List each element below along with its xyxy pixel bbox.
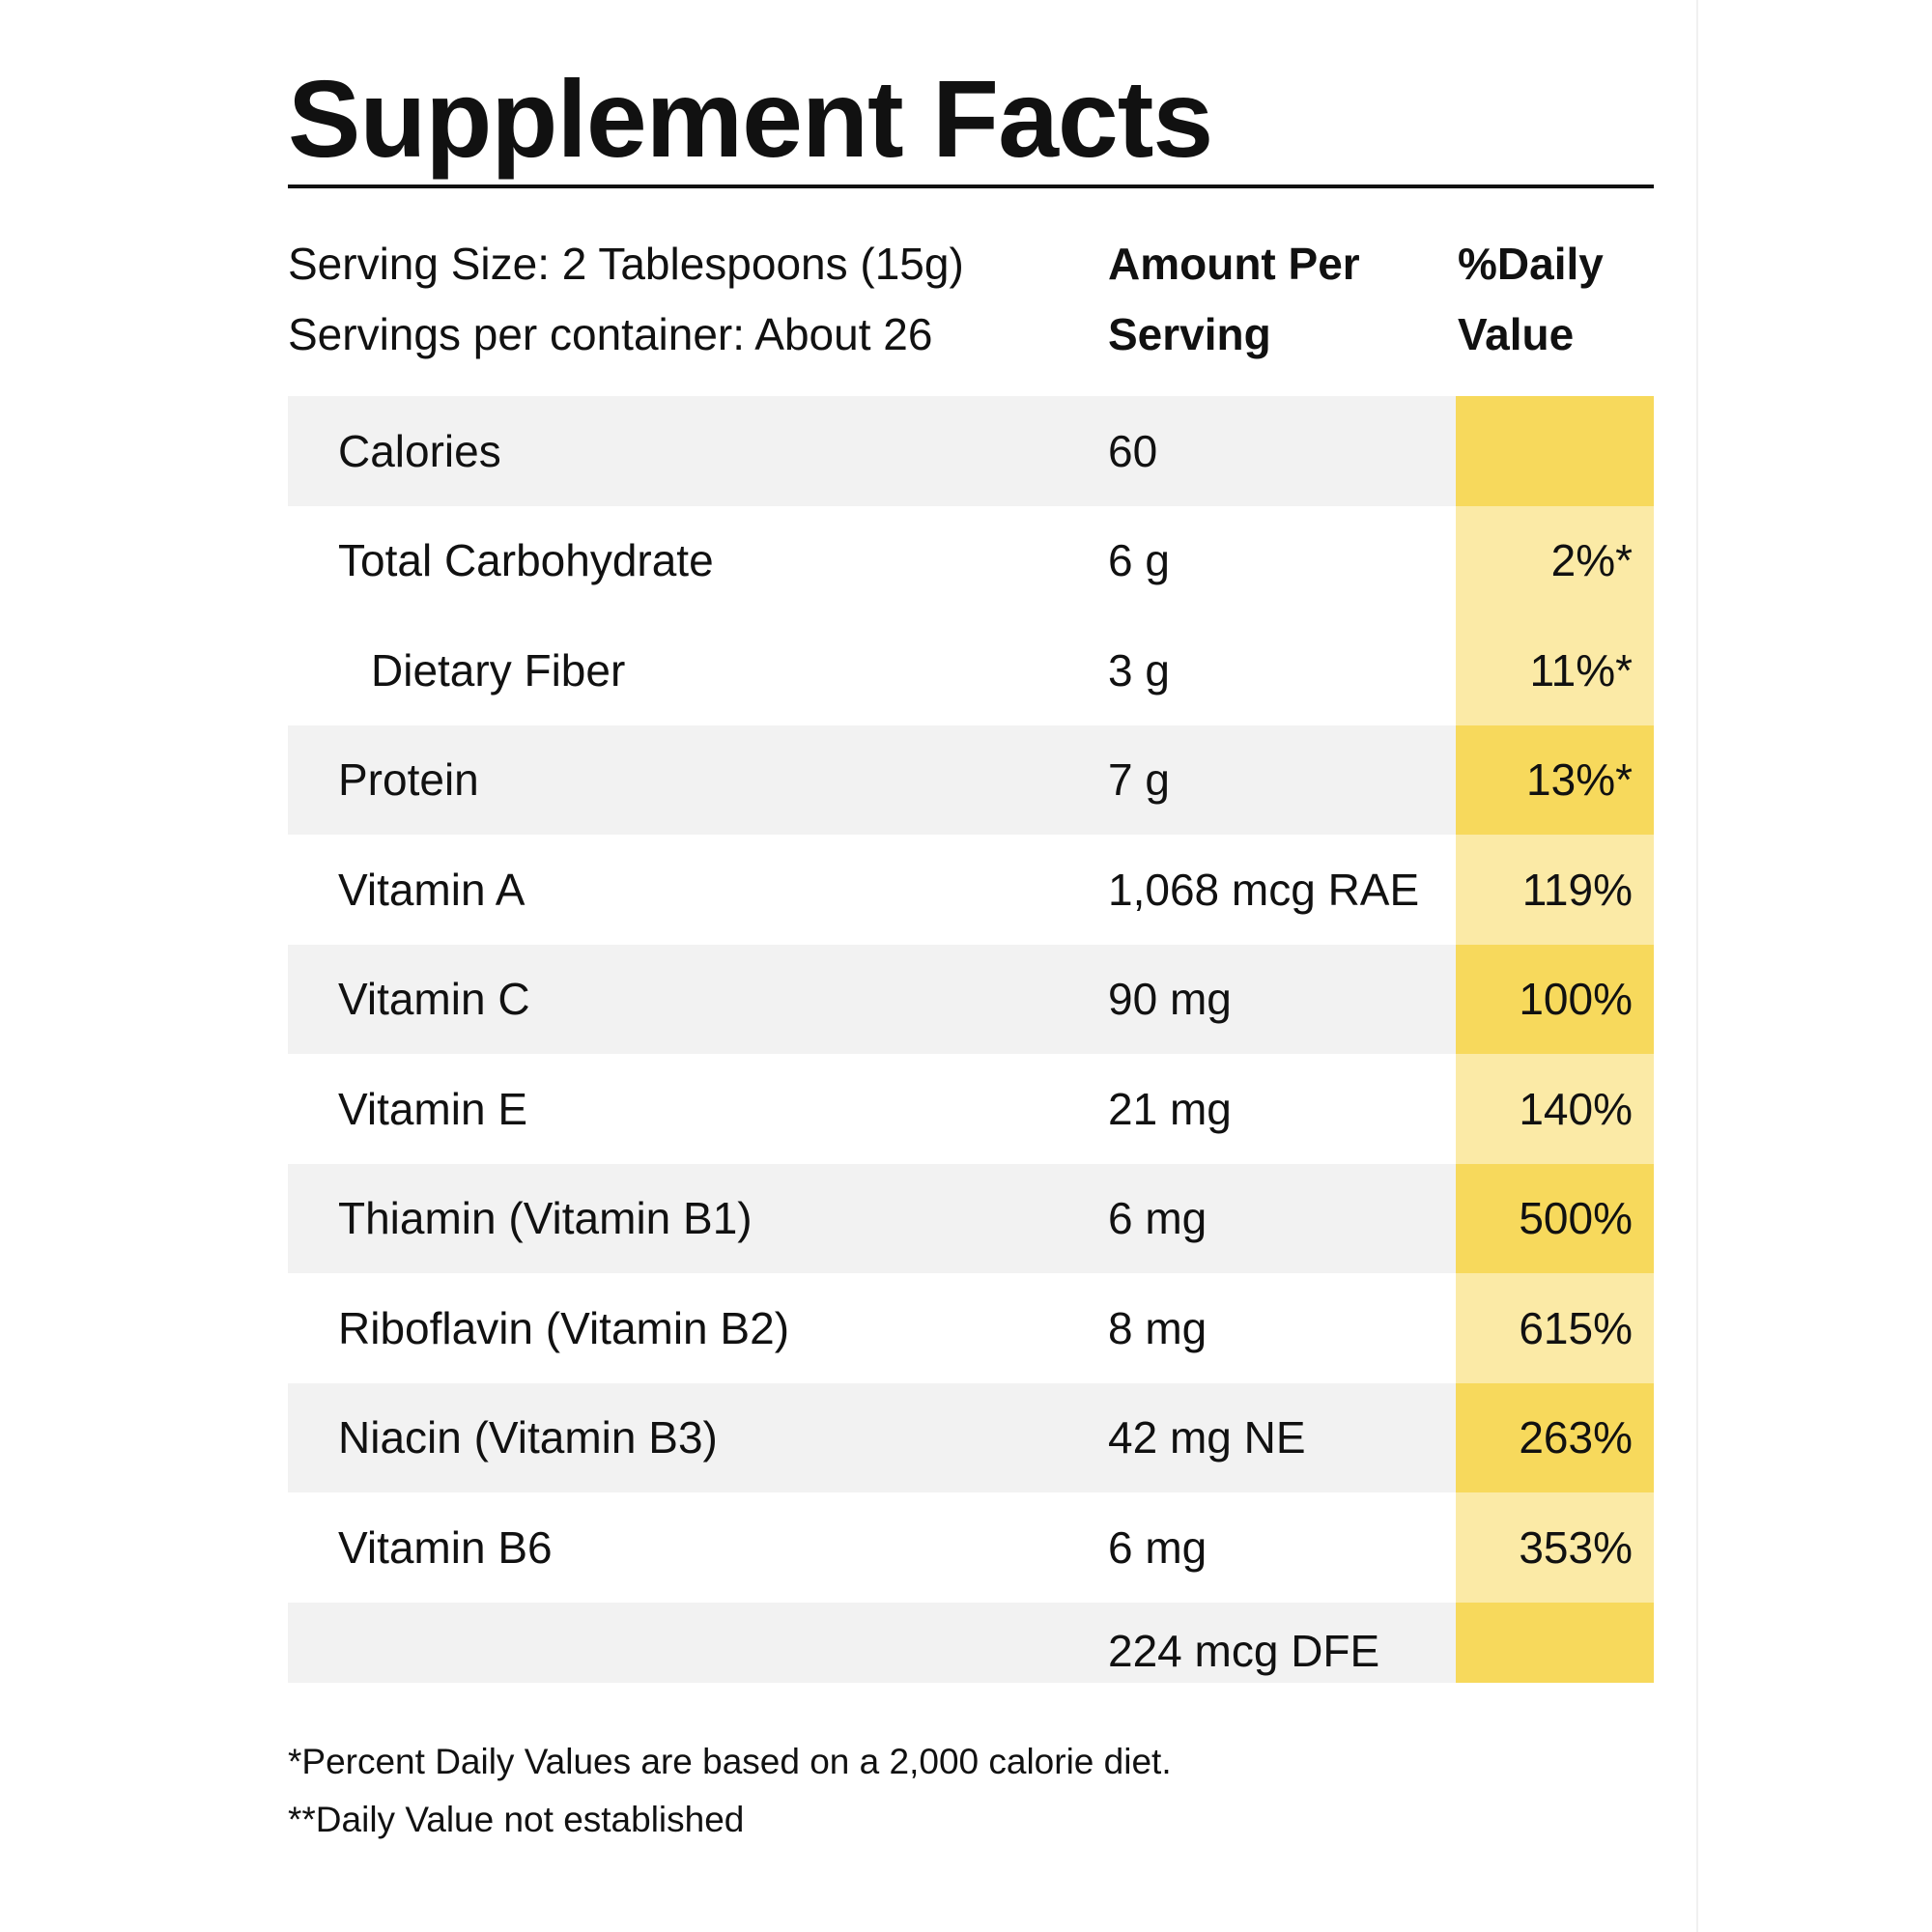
nutrient-amount: 6 g [1108, 535, 1170, 586]
table-row: Vitamin A 1,068 mcg RAE 119% [288, 835, 1654, 945]
table-row: Thiamin (Vitamin B1) 6 mg 500% [288, 1163, 1654, 1273]
table-row: Vitamin B6 6 mg 353% [288, 1492, 1654, 1603]
nutrient-amount: 8 mg [1108, 1302, 1208, 1353]
nutrient-name: Vitamin C [338, 974, 530, 1025]
daily-value: 353% [1456, 1492, 1654, 1603]
page-title: Supplement Facts [288, 58, 1213, 180]
table-row: Total Carbohydrate 6 g 2%* [288, 505, 1654, 615]
daily-value: 140% [1456, 1054, 1654, 1164]
nutrient-name: Niacin (Vitamin B3) [338, 1412, 718, 1463]
nutrient-name: Thiamin (Vitamin B1) [338, 1193, 753, 1244]
nutrient-amount: 60 [1108, 425, 1158, 476]
serving-info: Serving Size: 2 Tablespoons (15g) Servin… [288, 229, 964, 370]
daily-value: 11%* [1456, 615, 1654, 725]
nutrient-amount: 42 mg NE [1108, 1412, 1306, 1463]
nutrient-amount: 6 mg [1108, 1521, 1208, 1573]
table-row: Calories 60 [288, 396, 1654, 506]
daily-value: 100% [1456, 944, 1654, 1054]
table-row: Riboflavin (Vitamin B2) 8 mg 615% [288, 1273, 1654, 1383]
amount-column-header: Amount Per Serving [1108, 239, 1360, 359]
nutrient-amount: 224 mcg DFE [1108, 1625, 1380, 1676]
nutrient-name: Dietary Fiber [371, 644, 626, 696]
daily-value: 263% [1456, 1382, 1654, 1492]
serving-size: Serving Size: 2 Tablespoons (15g) [288, 239, 964, 289]
nutrient-name: Vitamin A [338, 864, 526, 915]
footnote-not-established: **Daily Value not established [288, 1799, 745, 1839]
nutrient-name: Vitamin E [338, 1083, 528, 1134]
page-edge-divider [1696, 0, 1698, 1932]
nutrient-amount: 7 g [1108, 754, 1170, 806]
daily-value: 2%* [1456, 505, 1654, 615]
nutrient-name: Riboflavin (Vitamin B2) [338, 1302, 790, 1353]
table-row: 224 mcg DFE [288, 1602, 1654, 1683]
nutrient-name: Protein [338, 754, 479, 806]
daily-value [1456, 396, 1654, 506]
table-row: Vitamin E 21 mg 140% [288, 1054, 1654, 1164]
table-row: Dietary Fiber 3 g 11%* [288, 615, 1654, 725]
nutrient-amount: 3 g [1108, 644, 1170, 696]
daily-value: 615% [1456, 1273, 1654, 1383]
daily-value [1456, 1602, 1654, 1683]
title-divider [288, 185, 1654, 188]
footnote-daily-values: *Percent Daily Values are based on a 2,0… [288, 1741, 1172, 1781]
daily-value: 13%* [1456, 724, 1654, 835]
footnotes: *Percent Daily Values are based on a 2,0… [288, 1733, 1654, 1849]
daily-value: 500% [1456, 1163, 1654, 1273]
nutrient-amount: 21 mg [1108, 1083, 1232, 1134]
nutrient-amount: 6 mg [1108, 1193, 1208, 1244]
nutrient-amount: 1,068 mcg RAE [1108, 864, 1420, 915]
daily-value-column-header: %Daily Value [1458, 239, 1604, 359]
nutrient-name: Total Carbohydrate [338, 535, 714, 586]
nutrient-name: Calories [338, 425, 501, 476]
facts-header: Serving Size: 2 Tablespoons (15g) Servin… [288, 188, 1654, 396]
table-row: Protein 7 g 13%* [288, 724, 1654, 835]
daily-value: 119% [1456, 835, 1654, 945]
table-row: Vitamin C 90 mg 100% [288, 944, 1654, 1054]
supplement-facts-panel: Supplement Facts Serving Size: 2 Tablesp… [288, 0, 1654, 1849]
servings-per-container: Servings per container: About 26 [288, 309, 933, 359]
facts-table: Calories 60 Total Carbohydrate 6 g 2%* D… [288, 396, 1654, 1683]
nutrient-name: Vitamin B6 [338, 1521, 553, 1573]
nutrient-amount: 90 mg [1108, 974, 1232, 1025]
table-row: Niacin (Vitamin B3) 42 mg NE 263% [288, 1382, 1654, 1492]
